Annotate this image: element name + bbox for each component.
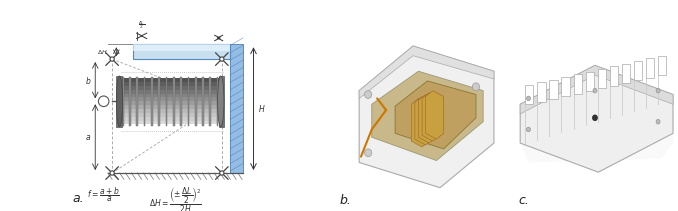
Circle shape — [365, 149, 372, 157]
Polygon shape — [520, 133, 673, 168]
Bar — [231, 44, 243, 173]
Bar — [173, 77, 175, 126]
Bar — [121, 86, 220, 90]
Polygon shape — [549, 80, 557, 99]
Circle shape — [527, 96, 530, 101]
Bar — [151, 77, 153, 126]
Bar — [121, 113, 220, 117]
Circle shape — [656, 119, 660, 124]
Bar — [121, 90, 220, 93]
Circle shape — [656, 88, 660, 93]
Bar — [129, 77, 131, 126]
Bar — [219, 76, 224, 127]
Polygon shape — [586, 72, 594, 91]
Bar — [180, 77, 182, 126]
Text: a.: a. — [72, 192, 83, 205]
Bar — [117, 76, 121, 127]
Bar — [210, 77, 211, 126]
Bar — [136, 77, 138, 126]
Text: $\Delta H$: $\Delta H$ — [97, 48, 108, 56]
Bar — [188, 77, 189, 126]
Polygon shape — [646, 58, 654, 78]
Circle shape — [593, 115, 597, 121]
Polygon shape — [610, 66, 618, 86]
Circle shape — [98, 96, 109, 107]
Bar — [121, 93, 220, 97]
Text: c.: c. — [519, 194, 530, 207]
Text: $b$: $b$ — [85, 75, 91, 86]
Polygon shape — [426, 91, 443, 139]
Polygon shape — [422, 93, 440, 141]
Circle shape — [527, 127, 530, 132]
Bar — [121, 109, 220, 113]
Bar — [121, 121, 220, 124]
Circle shape — [593, 88, 597, 93]
Bar — [159, 77, 160, 126]
Text: $\frac{\Delta L}{2}$: $\frac{\Delta L}{2}$ — [138, 19, 145, 31]
Text: $f = \dfrac{a + b}{a}$: $f = \dfrac{a + b}{a}$ — [87, 186, 120, 204]
Bar — [121, 105, 220, 109]
Polygon shape — [395, 81, 476, 149]
Polygon shape — [658, 56, 666, 75]
Polygon shape — [418, 95, 437, 143]
Polygon shape — [520, 65, 673, 172]
Bar — [133, 44, 231, 59]
Bar — [165, 77, 167, 126]
Bar — [122, 77, 123, 126]
Polygon shape — [412, 98, 429, 147]
Circle shape — [365, 91, 372, 98]
Polygon shape — [415, 96, 433, 145]
Polygon shape — [520, 65, 673, 114]
Circle shape — [473, 83, 479, 91]
Circle shape — [110, 171, 114, 175]
Polygon shape — [525, 85, 534, 104]
Text: $H$: $H$ — [258, 103, 265, 114]
Polygon shape — [598, 69, 606, 88]
Bar — [144, 77, 145, 126]
Circle shape — [220, 171, 224, 175]
Bar — [121, 78, 220, 82]
Bar — [121, 101, 220, 105]
Circle shape — [220, 57, 224, 61]
Text: $a$: $a$ — [85, 133, 91, 142]
Bar — [202, 77, 204, 126]
Bar — [121, 117, 220, 121]
Bar — [121, 82, 220, 86]
Polygon shape — [359, 46, 494, 98]
Polygon shape — [634, 61, 642, 80]
Bar — [121, 97, 220, 101]
Polygon shape — [537, 82, 546, 101]
Polygon shape — [561, 77, 570, 96]
Ellipse shape — [117, 76, 123, 127]
Polygon shape — [574, 74, 582, 94]
Ellipse shape — [218, 76, 224, 127]
Bar — [217, 77, 218, 126]
Bar — [195, 77, 197, 126]
Circle shape — [110, 57, 114, 61]
Text: $\Delta H = \dfrac{\left(\pm\,\dfrac{\Delta L}{2}\right)^{\!2}}{2H}$: $\Delta H = \dfrac{\left(\pm\,\dfrac{\De… — [149, 186, 202, 211]
Polygon shape — [622, 64, 630, 83]
Polygon shape — [372, 71, 483, 161]
Bar — [133, 44, 231, 51]
Polygon shape — [359, 46, 494, 188]
Text: b.: b. — [340, 194, 351, 207]
